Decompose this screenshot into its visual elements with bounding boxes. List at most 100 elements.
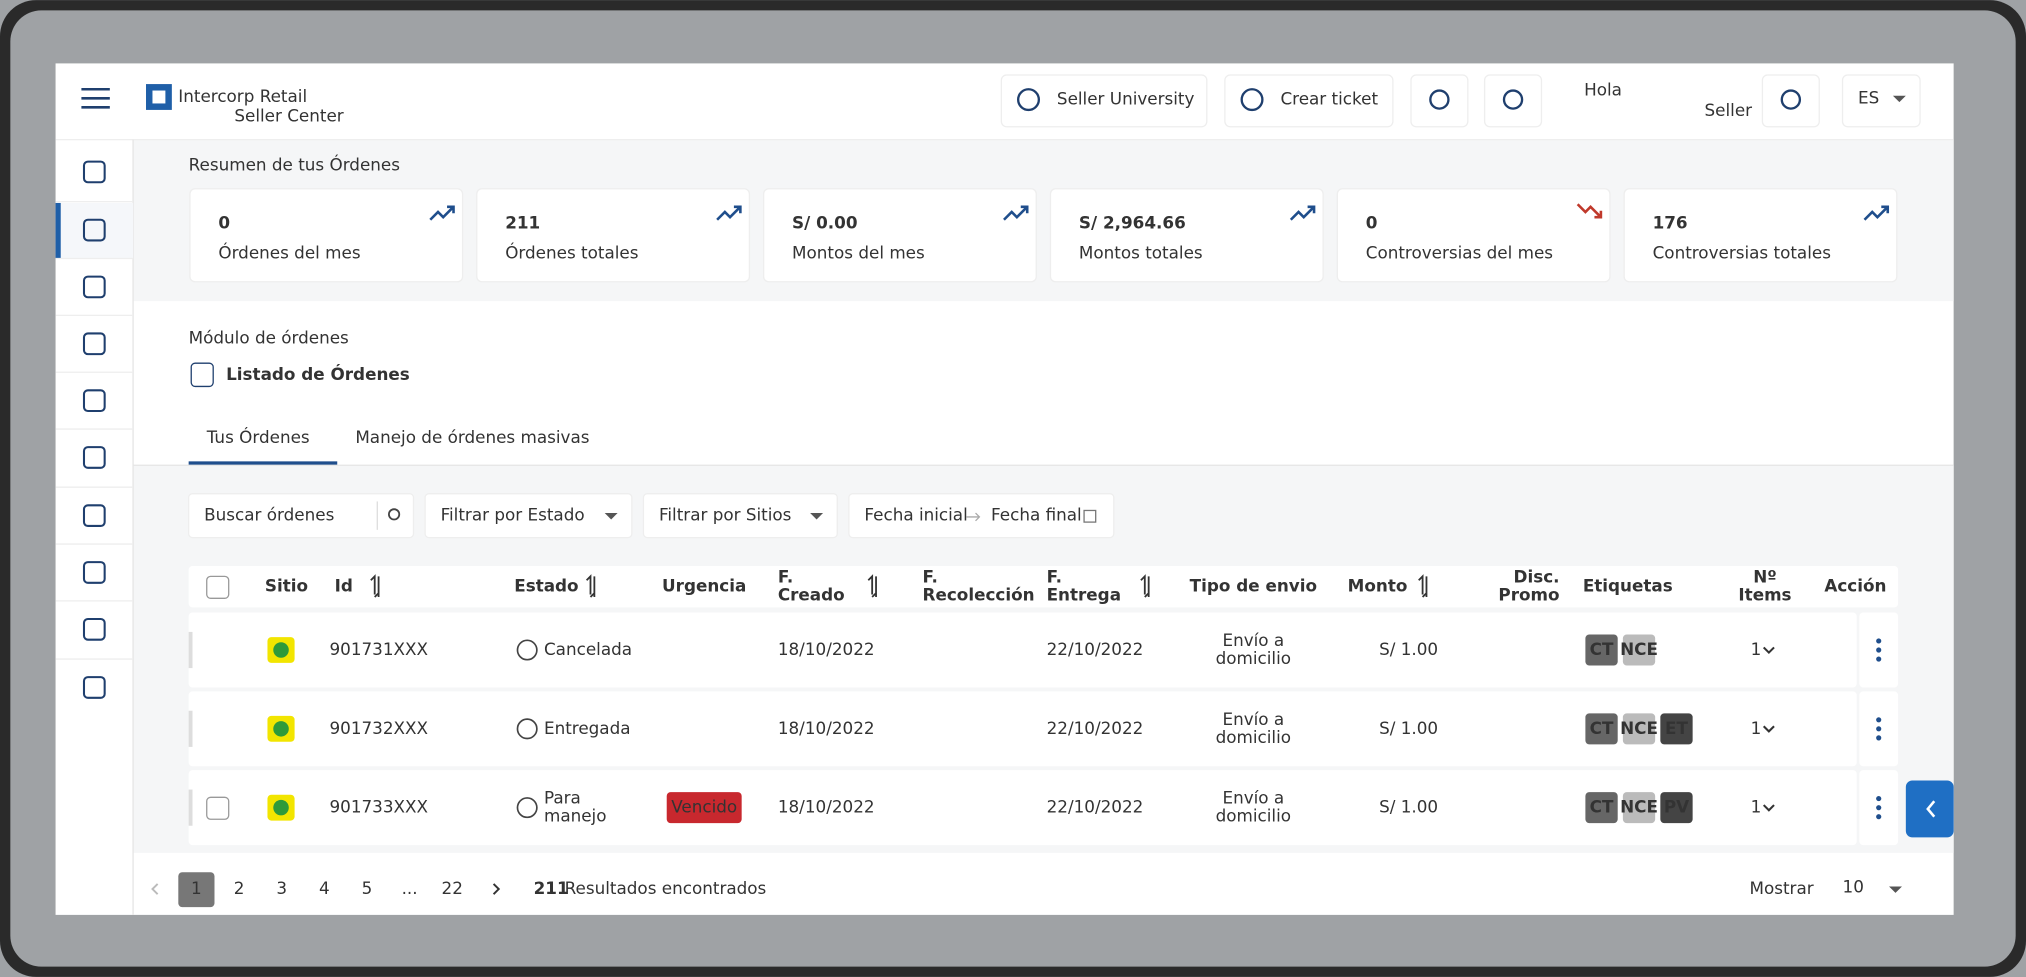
action-dot <box>1876 805 1882 811</box>
column-header: Id <box>335 576 353 596</box>
site-logo-inner <box>273 642 289 658</box>
header-button[interactable] <box>1000 74 1208 128</box>
filter-select[interactable] <box>424 493 633 539</box>
dropdown-arrow <box>604 513 618 520</box>
card-value: 0 <box>218 213 230 233</box>
sidebar-icon[interactable] <box>82 617 106 641</box>
tab[interactable]: Manejo de órdenes masivas <box>355 427 589 447</box>
sort-icon[interactable] <box>867 574 877 598</box>
language-select[interactable] <box>1841 74 1921 128</box>
search-box[interactable] <box>187 493 415 539</box>
tag-label: NCE <box>1620 718 1658 738</box>
upload-button[interactable] <box>1410 74 1469 128</box>
filter-select[interactable] <box>642 493 838 539</box>
tab[interactable]: Tus Órdenes <box>206 426 310 447</box>
page-link[interactable]: 5 <box>362 878 373 898</box>
column-header: Estado <box>514 576 578 596</box>
page-link[interactable]: 1 <box>191 878 202 898</box>
sort-icon[interactable] <box>370 574 380 598</box>
notifications-button[interactable] <box>1483 74 1543 128</box>
summary-card <box>1623 188 1898 283</box>
page-link[interactable]: 4 <box>319 878 330 898</box>
site-logo-inner <box>273 721 289 737</box>
tag <box>1585 634 1618 666</box>
card-value: S/ 0.00 <box>792 213 857 233</box>
side-toggle[interactable] <box>1905 780 1954 838</box>
sidebar-icon[interactable] <box>82 561 106 584</box>
sidebar-icon[interactable] <box>82 275 106 299</box>
card-value: 0 <box>1366 213 1378 233</box>
sidebar-active <box>55 202 134 259</box>
shipping-type: Envío a <box>1222 630 1284 650</box>
items-toggle[interactable] <box>1762 725 1775 733</box>
checkbox[interactable] <box>206 575 230 599</box>
delivery-date: 22/10/2022 <box>1047 718 1144 738</box>
column-header: Disc. <box>1514 567 1560 587</box>
items-toggle[interactable] <box>1762 804 1775 812</box>
column-header: Creado <box>778 585 845 605</box>
sidebar-icon[interactable] <box>82 332 106 356</box>
dropdown-arrow <box>1892 95 1906 103</box>
delivery-date: 22/10/2022 <box>1047 797 1144 817</box>
sidebar-icon[interactable] <box>82 389 106 413</box>
items-count: 1 <box>1751 718 1762 738</box>
menu-icon[interactable] <box>81 87 110 109</box>
button-icon <box>1429 89 1450 110</box>
prev-page[interactable] <box>151 883 159 895</box>
tag-label: CT <box>1590 639 1614 659</box>
sidebar-icon[interactable] <box>82 676 106 699</box>
table-row <box>188 612 1857 688</box>
sort-icon[interactable] <box>1418 574 1428 598</box>
tag <box>1585 792 1618 824</box>
sidebar-icon[interactable] <box>82 504 106 528</box>
column-header: F. <box>1047 567 1062 587</box>
sidebar-icon[interactable] <box>82 160 106 184</box>
date-range[interactable] <box>848 493 1115 539</box>
summary-title: Resumen de tus Órdenes <box>189 153 400 174</box>
items-toggle[interactable] <box>1762 646 1775 655</box>
module-icon <box>190 362 214 388</box>
page-size[interactable]: 10 <box>1843 877 1864 897</box>
order-status: Cancelada <box>544 639 632 659</box>
column-header: Urgencia <box>662 576 746 596</box>
trend-icon <box>429 205 455 221</box>
row-marker <box>188 710 193 747</box>
row-marker <box>188 631 193 669</box>
next-page[interactable] <box>492 883 501 895</box>
shipping-type: domicilio <box>1216 648 1291 668</box>
sort-icon[interactable] <box>585 574 596 598</box>
logo-mark-inner <box>152 90 166 104</box>
checkbox[interactable] <box>206 796 230 820</box>
sidebar-icon[interactable] <box>82 218 106 242</box>
button-icon <box>1240 88 1264 112</box>
date-arrow <box>966 512 981 522</box>
sort-icon[interactable] <box>1140 574 1150 598</box>
sidebar-active-bar <box>55 202 61 259</box>
header-button[interactable] <box>1224 74 1394 128</box>
logo-sub: Seller Center <box>234 105 343 125</box>
column-header: Promo <box>1498 585 1559 605</box>
row-marker <box>188 789 193 826</box>
button-icon <box>1780 89 1802 110</box>
sidebar-icon[interactable] <box>82 446 106 469</box>
shipping-type: Envío a <box>1222 709 1284 729</box>
calendar-icon <box>1083 509 1097 523</box>
dropdown-arrow <box>1889 886 1902 893</box>
tag-label: ET <box>1665 718 1688 738</box>
summary-card <box>1049 188 1324 283</box>
page-link[interactable]: 3 <box>276 878 287 898</box>
page-link[interactable]: ... <box>402 878 418 898</box>
user-menu-button[interactable] <box>1761 74 1820 128</box>
order-status: Entregada <box>544 718 631 738</box>
page-link[interactable]: 22 <box>442 878 463 898</box>
created-date: 18/10/2022 <box>778 797 875 817</box>
page-link[interactable]: 2 <box>234 878 245 898</box>
trend-icon <box>1576 203 1603 219</box>
header-button-label: Seller University <box>1057 89 1195 109</box>
items-count: 1 <box>1751 639 1762 659</box>
summary-card <box>1336 188 1611 283</box>
table-row <box>188 770 1857 846</box>
breadcrumb: Módulo de órdenes <box>189 328 349 348</box>
action-dot <box>1876 726 1882 732</box>
